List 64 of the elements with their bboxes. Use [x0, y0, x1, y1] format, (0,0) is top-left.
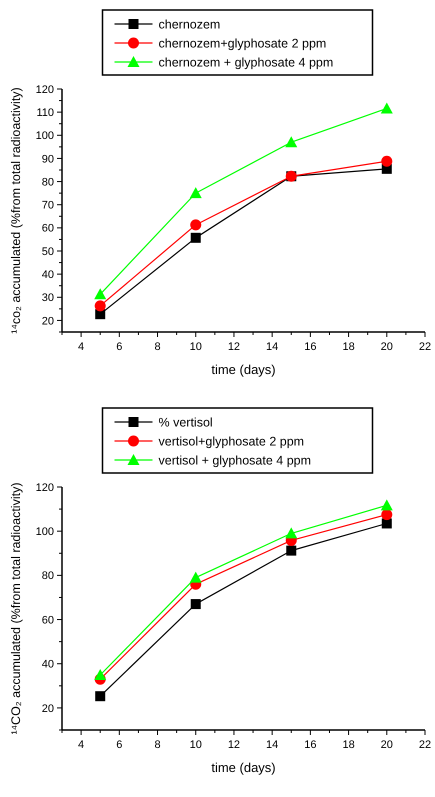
point	[95, 691, 106, 702]
x-axis-title: time (days)	[211, 362, 276, 377]
point	[380, 499, 393, 510]
y-tick-label: 80	[42, 176, 54, 188]
y-tick-label: 110	[36, 106, 54, 119]
x-tick-label: 22	[418, 739, 432, 751]
x-tick-label: 8	[154, 739, 161, 751]
point	[190, 219, 202, 230]
y-tick-label: 90	[42, 153, 54, 166]
x-tick-label: 14	[266, 739, 278, 751]
legend-label: chernozem + glyphosate 4 ppm	[158, 55, 334, 70]
y-tick-label: 20	[42, 702, 54, 715]
legend-label: chernozem	[158, 17, 220, 32]
x-tick-label: 22	[418, 341, 432, 353]
y-tick-label: 80	[42, 570, 54, 582]
y-tick-label: 120	[36, 84, 54, 96]
point	[285, 527, 298, 538]
x-tick-label: 10	[190, 739, 202, 751]
point	[190, 572, 202, 583]
legend-label: chernozem+glyphosate 2 ppm	[158, 36, 326, 50]
x-tick-label: 20	[380, 341, 393, 353]
x-tick-label: 20	[380, 739, 393, 751]
x-tick-label: 16	[304, 739, 316, 751]
point	[190, 599, 201, 610]
point	[286, 546, 296, 556]
y-tick-label: 60	[42, 222, 54, 235]
legend-label: vertisol + glyphosate 4 ppm	[158, 453, 312, 468]
point	[382, 518, 392, 528]
point	[190, 187, 202, 198]
point	[381, 509, 392, 520]
point	[94, 300, 106, 312]
x-tick-label: 18	[342, 341, 355, 353]
point	[380, 102, 393, 114]
point	[190, 232, 201, 243]
x-tick-label: 12	[228, 739, 240, 751]
x-tick-label: 6	[116, 341, 122, 353]
x-tick-label: 6	[116, 739, 122, 751]
x-tick-label: 10	[190, 341, 202, 353]
legend-label: % vertisol	[158, 415, 213, 430]
x-tick-label: 8	[154, 341, 161, 353]
y-tick-label: 100	[36, 526, 54, 538]
y-tick-label: 50	[42, 246, 54, 258]
x-tick-label: 14	[266, 341, 278, 353]
y-tick-label: 40	[42, 658, 54, 671]
y-tick-label: 120	[36, 482, 54, 494]
y-tick-label: 30	[42, 292, 54, 304]
y-tick-label: 100	[36, 130, 54, 142]
point	[94, 288, 106, 300]
x-tick-label: 4	[78, 341, 84, 353]
y-tick-label: 60	[42, 614, 54, 626]
x-tick-label: 12	[228, 341, 240, 353]
x-tick-label: 18	[342, 739, 355, 751]
y-tick-label: 20	[42, 315, 54, 328]
y-tick-label: 70	[42, 200, 54, 212]
legend-label: vertisol+glyphosate 2 ppm	[158, 434, 304, 448]
y-axis-title: ¹⁴co₂ accumulated (%from total radioactivity)	[9, 87, 23, 334]
point	[94, 668, 106, 680]
y-axis-title: ¹⁴CO₂ accumulated (%from total radioactivity)	[9, 482, 23, 734]
point	[285, 136, 298, 148]
x-tick-label: 16	[304, 341, 316, 353]
point	[381, 156, 392, 167]
y-tick-label: 40	[42, 268, 54, 281]
x-tick-label: 4	[78, 739, 84, 751]
x-axis-title: time (days)	[211, 760, 276, 775]
